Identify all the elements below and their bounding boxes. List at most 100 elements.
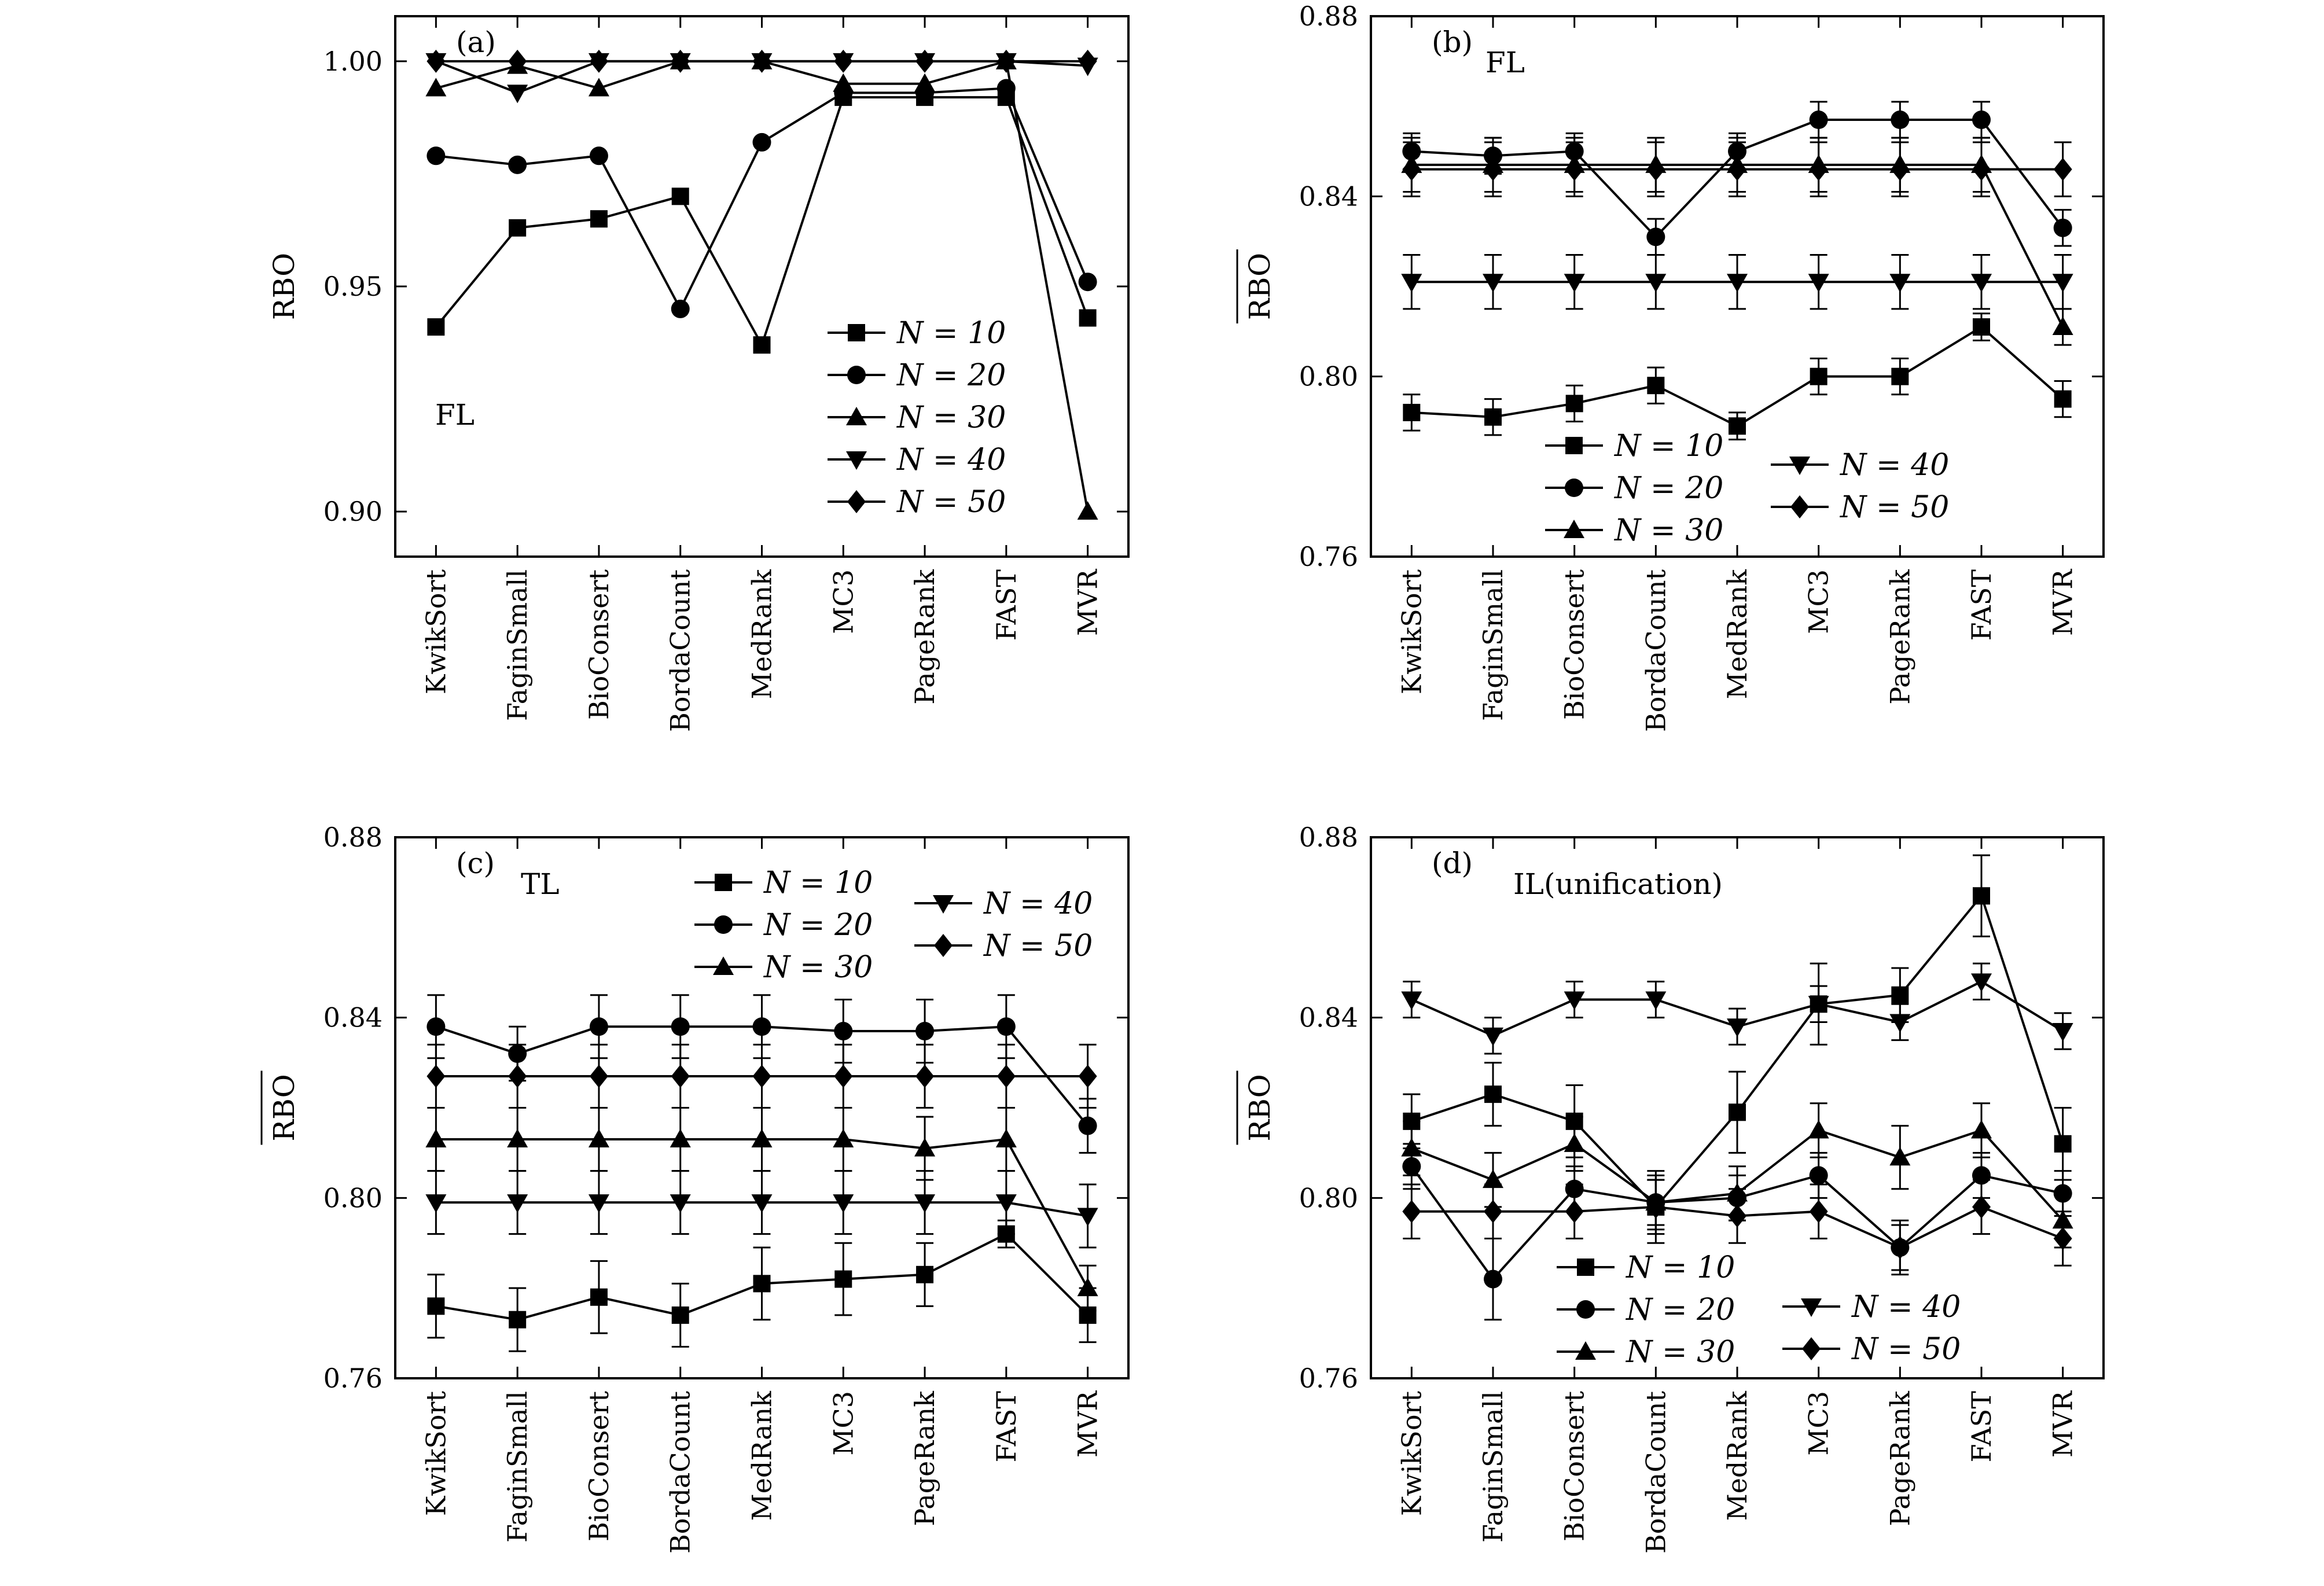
y-tick-label: 0.95 — [323, 271, 383, 302]
data-point — [1889, 274, 1911, 293]
legend-label: N = 20 — [896, 358, 1006, 393]
data-point — [1402, 157, 1421, 181]
category-label: FAST — [991, 569, 1022, 641]
data-point — [1891, 986, 1909, 1004]
category-label: MedRank — [1722, 569, 1753, 700]
data-point — [1808, 1120, 1829, 1139]
y-tick-label: 0.90 — [323, 496, 383, 527]
category-label: PageRank — [909, 569, 940, 705]
data-point — [2052, 317, 2073, 336]
series-line — [1411, 325, 2064, 428]
data-point — [1972, 157, 1991, 181]
legend-label: N = 30 — [763, 950, 873, 985]
data-point — [1971, 274, 1992, 293]
data-point — [1808, 996, 1829, 1015]
data-point — [1565, 157, 1584, 181]
data-point — [1973, 318, 1990, 336]
data-point — [1077, 1278, 1098, 1297]
legend-marker — [934, 934, 953, 957]
data-point — [671, 1306, 689, 1324]
data-point — [1077, 501, 1098, 520]
data-point — [426, 1017, 446, 1036]
category-label: MedRank — [1722, 1390, 1753, 1521]
legend-label: N = 40 — [1839, 448, 1949, 483]
data-point — [508, 155, 527, 174]
legend-marker — [847, 366, 866, 384]
data-point — [589, 1017, 608, 1036]
data-point — [509, 219, 527, 237]
legend-entry: N = 20 — [694, 908, 873, 943]
data-point — [1972, 1195, 1991, 1219]
data-point — [1402, 1199, 1421, 1223]
category-label: BioConsert — [1559, 1390, 1590, 1541]
category-label: FaginSmall — [1477, 569, 1509, 721]
legend-entry: N = 50 — [828, 485, 1006, 520]
data-point — [1728, 157, 1746, 181]
data-point — [1401, 274, 1422, 293]
y-tick-label: 0.76 — [1299, 1363, 1358, 1394]
legend-marker — [933, 895, 954, 914]
data-point — [1078, 1116, 1097, 1135]
y-tick-label: 0.84 — [1299, 181, 1358, 212]
legend-entry: N = 10 — [1557, 1250, 1735, 1285]
y-axis-label: RBO — [1243, 253, 1277, 320]
data-point — [588, 1194, 609, 1213]
series-line — [436, 87, 1089, 312]
category-label: MedRank — [747, 569, 778, 700]
data-point — [588, 78, 609, 97]
data-point — [1645, 274, 1667, 293]
category-label: BordaCount — [665, 569, 696, 732]
data-point — [1565, 1199, 1584, 1223]
legend-label: N = 10 — [1625, 1250, 1735, 1285]
series-5 — [1402, 1179, 2072, 1276]
data-point — [671, 1064, 690, 1088]
legend-entry: N = 30 — [694, 950, 873, 985]
legend-marker — [1801, 1298, 1822, 1317]
panel-b: 0.76 0.80 0.84 0.88 KwikSort FaginSmall BioCon… — [1236, 1, 2105, 732]
data-point — [834, 49, 853, 73]
legend-label: N = 20 — [1625, 1293, 1735, 1327]
data-point — [914, 1138, 936, 1157]
data-point — [1484, 1269, 1502, 1289]
y-tick-label: 0.76 — [1299, 541, 1358, 572]
series-2 — [426, 994, 1097, 1154]
data-point — [996, 1017, 1016, 1036]
data-point — [1646, 1195, 1665, 1219]
legend-marker — [1564, 520, 1584, 538]
data-point — [509, 1311, 527, 1329]
series-4 — [425, 1170, 1098, 1249]
series-5 — [1402, 141, 2072, 197]
data-point — [1729, 417, 1746, 435]
y-tick-label: 0.84 — [323, 1002, 383, 1033]
data-point — [1078, 49, 1097, 73]
data-point — [508, 1064, 527, 1088]
category-label: KwikSort — [1396, 569, 1427, 694]
category-label: KwikSort — [420, 1390, 451, 1516]
data-point — [833, 73, 854, 92]
data-point — [1484, 157, 1502, 181]
data-point — [507, 1129, 528, 1148]
panel-annotation: FL — [435, 398, 475, 432]
data-point — [1727, 1018, 1748, 1037]
legend-entry: N = 10 — [828, 316, 1006, 351]
y-tick-label: 0.80 — [1299, 361, 1358, 392]
series-4 — [1401, 254, 2073, 310]
legend-entry: N = 50 — [1782, 1332, 1961, 1367]
category-label: BordaCount — [665, 1390, 696, 1554]
data-point — [1401, 991, 1422, 1010]
legend-label: N = 10 — [763, 866, 873, 900]
data-point — [589, 1064, 608, 1088]
legend-marker — [1789, 457, 1810, 475]
data-point — [588, 1129, 609, 1148]
category-label: BioConsert — [1559, 569, 1590, 720]
data-point — [1889, 1147, 1911, 1166]
data-point — [2052, 1023, 2073, 1042]
legend-marker — [1575, 1341, 1596, 1360]
category-label: MVR — [2047, 569, 2079, 636]
data-point — [671, 1017, 690, 1036]
legend-marker — [1802, 1337, 1821, 1360]
legend-marker — [847, 490, 866, 513]
data-point — [590, 210, 608, 228]
legend-marker — [1565, 479, 1583, 497]
category-label: PageRank — [1884, 569, 1915, 705]
